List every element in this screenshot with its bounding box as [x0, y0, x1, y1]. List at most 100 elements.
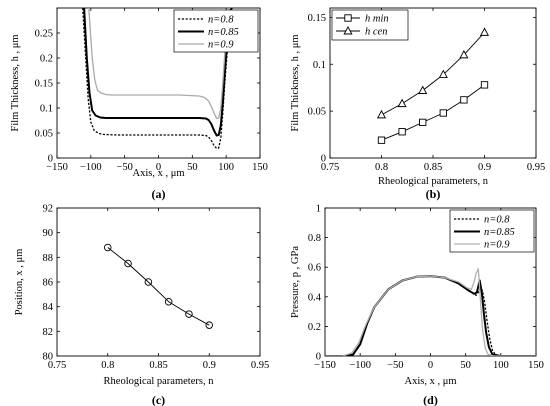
legend-a: n=0.8n=0.85 n=0.9: [173, 9, 259, 53]
y-tick-label: 84: [43, 302, 54, 313]
x-tick-label: 0.9: [478, 162, 491, 173]
y-tick-label: 0.1: [40, 104, 53, 115]
y-tick-label: 0.1: [313, 60, 326, 71]
x-tick-label: 50: [187, 162, 198, 173]
legend-marker: [343, 26, 353, 35]
legend-marker: [344, 14, 352, 22]
legend-label: n=0.85: [208, 27, 239, 38]
y-tick-label: 86: [43, 278, 54, 289]
x-tick-label: 0.8: [375, 162, 388, 173]
x-tick-label: 0: [156, 162, 161, 173]
legend-label: n=0.85: [484, 227, 515, 238]
x-tick-label: 0.95: [251, 360, 269, 371]
y-tick-label: 0.2: [40, 54, 53, 65]
series-line-a-0: [82, 8, 233, 150]
data-point: [480, 81, 489, 89]
legend-label: h cen: [365, 27, 387, 38]
data-point: [103, 243, 112, 252]
x-tick-label: −50: [116, 162, 132, 173]
y-axis-label: Position, x , μm: [14, 249, 25, 316]
x-axis-label: Axis, x , μm: [132, 168, 184, 179]
y-tick-label: 0: [321, 154, 326, 165]
x-axis-label: Rheological parameters, n: [104, 376, 215, 387]
y-tick-label: 0.05: [308, 107, 326, 118]
x-tick-label: −50: [387, 360, 403, 371]
data-point: [418, 85, 428, 94]
y-tick-label: 0: [316, 352, 321, 363]
series-line-b-0: [381, 84, 485, 141]
data-point: [185, 310, 193, 318]
panel-label: (d): [423, 393, 438, 406]
legend-d: n=0.8n=0.85 n=0.9: [449, 209, 535, 253]
y-tick-label: 0.4: [308, 292, 322, 303]
data-point: [398, 128, 406, 136]
legend-b: h min h cen: [331, 9, 409, 41]
plot-frame-c: [56, 207, 261, 357]
series-line-b-1: [381, 32, 485, 116]
panel-label: (c): [152, 393, 165, 406]
y-axis-label: Film Thickness, h , μm: [290, 34, 301, 131]
legend-label: h min: [365, 14, 389, 25]
y-tick-label: 1: [316, 204, 321, 215]
x-tick-label: 0.8: [101, 360, 114, 371]
y-tick-label: 0.8: [308, 233, 321, 244]
series-line-a-2: [88, 8, 231, 120]
chart-panel-d: −150 −100 −50 0 50 100 150 0 0.2 0.4 0.6 0.8 1 Axis, …: [290, 204, 544, 406]
y-tick-label: 90: [43, 228, 54, 239]
x-tick-label: 0: [428, 360, 433, 371]
data-point: [397, 98, 407, 108]
series-line-d-1: [325, 275, 536, 356]
x-tick-label: 50: [460, 360, 471, 371]
legend-label: n=0.8: [484, 215, 510, 226]
panel-label: (a): [152, 187, 166, 201]
y-tick-label: 0.05: [35, 129, 53, 140]
data-point: [144, 278, 153, 286]
chart-panel-c: 0.75 0.8 0.85 0.9 0.95 80 82 84 86 88 90 92 Rheologi…: [14, 204, 269, 406]
series-line-d-2: [325, 268, 536, 356]
y-tick-label: 0.2: [308, 322, 321, 333]
x-tick-label: 0.95: [527, 162, 545, 173]
series-line-c-0: [107, 247, 210, 326]
x-axis-label: Rheological parameters, n: [378, 176, 489, 187]
data-point: [205, 321, 213, 329]
data-point: [164, 297, 173, 306]
x-axis-label: Axis, x , μm: [404, 376, 456, 387]
legend-label: n=0.9: [484, 240, 510, 251]
x-tick-label: 0.75: [48, 360, 66, 371]
data-point: [460, 96, 468, 104]
legend-label: n=0.8: [208, 15, 234, 26]
chart-panel-a: −150 −100 −50 0 50 100 150 0 0.05 0.1 0.15 0.2 0.25 A…: [10, 7, 268, 201]
data-point: [479, 27, 490, 36]
x-tick-label: 0.85: [149, 360, 167, 371]
y-tick-label: 0.15: [35, 79, 53, 90]
data-point: [438, 69, 448, 79]
y-tick-label: 92: [43, 204, 54, 215]
data-point: [377, 136, 386, 144]
x-tick-label: 150: [528, 360, 544, 371]
x-tick-label: −150: [314, 360, 336, 371]
data-point: [459, 49, 469, 59]
x-tick-label: −150: [46, 162, 68, 173]
x-tick-label: 0.85: [424, 162, 442, 173]
y-tick-label: 0.15: [308, 13, 326, 24]
x-tick-label: 0.75: [321, 162, 339, 173]
y-tick-label: 0.25: [35, 29, 53, 40]
y-tick-label: 0: [48, 154, 53, 165]
series-line-a-1: [83, 8, 233, 137]
x-tick-label: 100: [218, 162, 234, 173]
panel-label: (b): [426, 187, 441, 201]
y-tick-label: 80: [43, 352, 54, 363]
legend-box: [449, 209, 535, 253]
data-point: [376, 109, 387, 119]
x-tick-label: 100: [493, 360, 509, 371]
y-axis-label: Film Thickness, h , μm: [10, 34, 21, 131]
legend-label: n=0.9: [208, 40, 234, 51]
y-tick-label: 82: [43, 327, 54, 338]
x-tick-label: −100: [349, 360, 371, 371]
chart-panel-b: 0.75 0.8 0.85 0.9 0.95 0 0.05 0.1 0.15 Rheologica…: [290, 7, 545, 201]
y-tick-label: 0.6: [308, 263, 321, 274]
x-tick-label: 150: [252, 162, 268, 173]
x-tick-label: 0.9: [203, 360, 216, 371]
y-tick-label: 88: [43, 253, 54, 264]
data-point: [124, 259, 132, 268]
